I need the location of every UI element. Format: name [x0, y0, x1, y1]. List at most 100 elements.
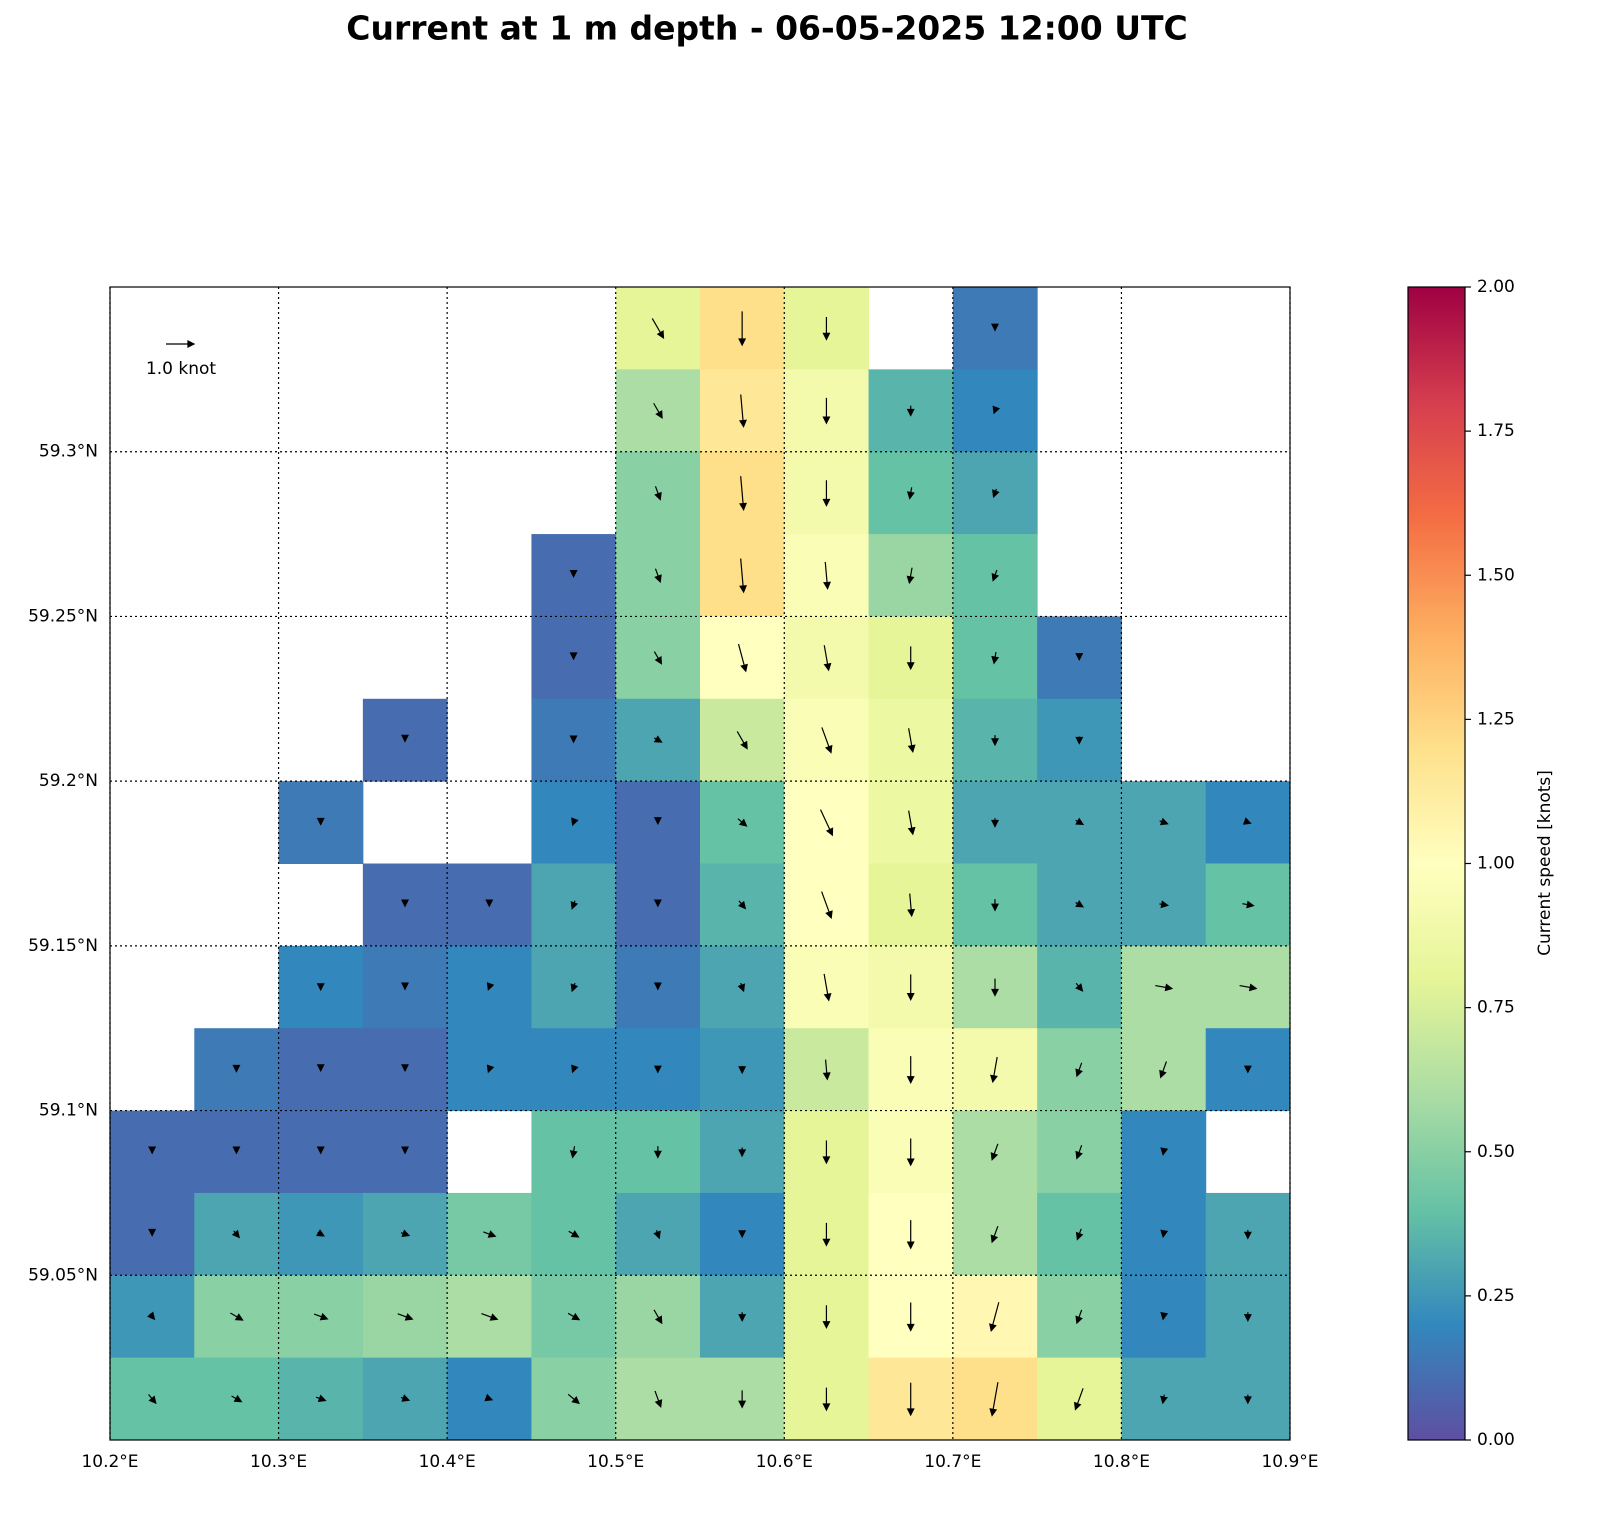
- current-arrow: [906, 487, 915, 500]
- current-arrow: [991, 569, 1000, 582]
- current-arrow: [401, 1064, 409, 1073]
- current-arrow: [737, 982, 746, 993]
- y-tick-label: 59.2°N: [39, 771, 98, 791]
- x-tick-label: 10.7°E: [924, 1452, 981, 1472]
- current-arrow: [906, 567, 915, 585]
- x-tick-label: 10.9°E: [1261, 1452, 1318, 1472]
- current-arrow: [569, 570, 578, 578]
- current-arrow: [569, 1146, 578, 1159]
- current-arrow: [653, 735, 663, 743]
- x-tick-label: 10.8°E: [1093, 1452, 1150, 1472]
- colorbar-tick-label: 1.50: [1477, 565, 1515, 585]
- current-arrow: [486, 982, 495, 991]
- current-arrow: [148, 1394, 157, 1405]
- colorbar-tick-label: 1.75: [1477, 421, 1515, 441]
- current-arrow: [400, 1394, 411, 1402]
- current-arrow: [1160, 1229, 1169, 1239]
- current-arrow: [738, 900, 747, 910]
- current-arrow: [653, 651, 663, 665]
- current-arrow: [906, 1220, 915, 1250]
- current-arrow: [316, 1146, 325, 1155]
- current-arrow: [1243, 1312, 1252, 1323]
- field: [110, 287, 1291, 1441]
- reference-label: 1.0 knot: [146, 359, 216, 379]
- current-arrow: [991, 899, 999, 912]
- current-arrow: [481, 1313, 499, 1321]
- current-arrow: [401, 734, 409, 743]
- current-arrow: [738, 311, 747, 347]
- current-arrow: [989, 1382, 999, 1417]
- reference-arrow: [166, 340, 196, 348]
- current-arrow: [906, 1056, 915, 1085]
- chart-title: Current at 1 m depth - 06-05-2025 12:00 …: [346, 9, 1187, 48]
- current-arrow: [738, 1147, 747, 1158]
- current-arrow: [992, 488, 1000, 499]
- current-arrow: [1159, 900, 1170, 909]
- current-arrow: [230, 1312, 244, 1321]
- current-arrow: [148, 1228, 157, 1237]
- current-arrow: [906, 646, 915, 671]
- arrows: [147, 311, 1258, 1417]
- current-arrow: [653, 402, 663, 419]
- current-arrow: [571, 817, 579, 827]
- current-arrow: [737, 818, 748, 827]
- current-arrow: [1243, 1229, 1252, 1240]
- current-arrow: [1242, 817, 1252, 825]
- current-arrow: [1073, 1388, 1084, 1411]
- colorbar: [1407, 286, 1466, 1441]
- current-arrow: [401, 1146, 409, 1155]
- current-arrow: [907, 728, 916, 754]
- current-arrow: [316, 1064, 325, 1073]
- current-arrow: [823, 561, 831, 590]
- current-arrow: [232, 1146, 241, 1155]
- current-arrow: [653, 1229, 661, 1240]
- current-arrow: [1239, 983, 1258, 992]
- current-arrow: [739, 558, 747, 594]
- current-arrow: [738, 1390, 747, 1409]
- axes: 10.2°E 10.3°E 10.4°E 10.5°E 10.6°E 10.7°E 10.8…: [28, 277, 1515, 1472]
- current-arrow: [906, 974, 915, 1001]
- x-tick-label: 10.3°E: [250, 1452, 307, 1472]
- current-arrow: [485, 899, 494, 908]
- current-arrow: [991, 323, 999, 332]
- current-arrow: [1075, 817, 1085, 826]
- colorbar-tick-label: 2.00: [1477, 277, 1515, 297]
- colorbar-tick-label: 1.25: [1477, 709, 1515, 729]
- current-arrow: [148, 1146, 157, 1155]
- current-arrow: [1242, 900, 1255, 909]
- current-arrow: [822, 1140, 831, 1165]
- current-arrow: [654, 568, 662, 584]
- current-arrow: [1159, 817, 1169, 826]
- current-arrow: [569, 652, 578, 661]
- current-arrow: [736, 731, 748, 750]
- current-arrow: [401, 982, 409, 991]
- current-arrow: [990, 1226, 999, 1244]
- colorbar-label: Current speed [knots]: [1535, 770, 1555, 956]
- colorbar-tick-label: 0.75: [1477, 998, 1515, 1018]
- y-tick-label: 59.1°N: [39, 1101, 98, 1121]
- colorbar-tick-label: 0.00: [1477, 1430, 1515, 1450]
- current-arrow: [1075, 1309, 1083, 1325]
- current-arrow: [1243, 1065, 1252, 1074]
- current-arrow: [1243, 1394, 1252, 1405]
- current-arrow: [1160, 1147, 1169, 1156]
- current-arrow: [570, 900, 579, 910]
- y-tick-label: 59.05°N: [28, 1265, 98, 1285]
- current-arrow: [906, 405, 915, 417]
- current-arrow: [568, 1230, 580, 1238]
- current-arrow: [571, 1064, 579, 1074]
- current-arrow: [821, 891, 833, 920]
- current-arrow: [653, 1146, 662, 1159]
- current-arrow: [738, 1065, 747, 1075]
- current-arrow: [991, 818, 999, 828]
- current-arrow: [1075, 1062, 1083, 1078]
- x-tick-label: 10.6°E: [756, 1452, 813, 1472]
- current-arrow: [738, 1230, 747, 1239]
- current-arrow: [653, 982, 662, 991]
- current-arrow: [822, 1059, 831, 1081]
- current-arrow: [483, 1230, 497, 1238]
- current-arrow: [822, 1387, 831, 1412]
- current-arrow: [316, 817, 325, 826]
- current-arrow: [1160, 1394, 1168, 1405]
